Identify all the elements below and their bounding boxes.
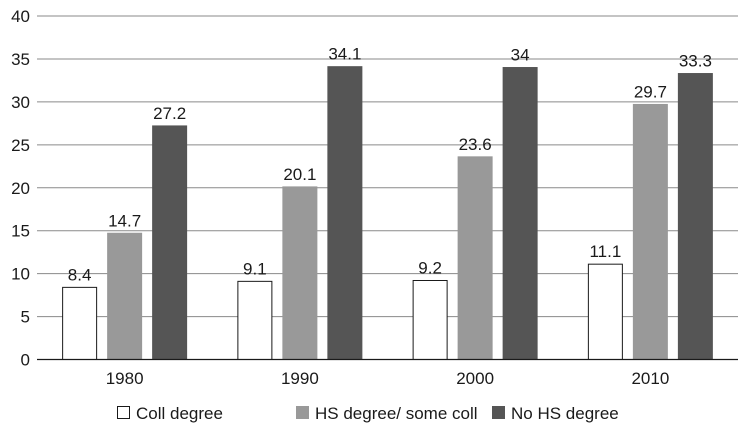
legend-label: No HS degree <box>511 404 619 423</box>
bar-1990-series-0 <box>237 280 273 361</box>
data-label: 20.1 <box>283 165 316 184</box>
x-tick-label: 1990 <box>281 369 319 388</box>
bar-1980-series-2 <box>152 125 188 360</box>
bar-2010-series-0 <box>587 263 623 360</box>
bar-1990-series-2 <box>327 66 363 360</box>
data-label: 34 <box>511 46 530 65</box>
bar-1980-series-0 <box>62 286 98 360</box>
x-tick-label: 2010 <box>631 369 669 388</box>
legend-label: HS degree/ some coll <box>315 404 478 423</box>
x-axis-tick-labels: 1980 1990 2000 2010 <box>106 369 670 388</box>
bar-2000-series-1 <box>457 156 493 360</box>
data-label: 9.1 <box>243 259 267 278</box>
y-tick-label: 40 <box>11 7 30 26</box>
data-label: 29.7 <box>634 82 667 101</box>
bar-1990-series-1 <box>282 186 318 360</box>
y-tick-label: 15 <box>11 222 30 241</box>
bar-1980-series-1 <box>107 232 143 360</box>
legend-swatch <box>296 406 309 419</box>
x-tick-label: 2000 <box>456 369 494 388</box>
data-label: 11.1 <box>589 242 621 261</box>
y-tick-label: 35 <box>11 50 30 69</box>
legend-label: Coll degree <box>136 404 223 423</box>
y-tick-label: 20 <box>11 179 30 198</box>
data-label: 14.7 <box>108 211 141 230</box>
bar-2010-series-2 <box>677 73 713 360</box>
data-label: 23.6 <box>459 135 492 154</box>
data-label: 9.2 <box>418 258 442 277</box>
x-tick-label: 1980 <box>106 369 144 388</box>
legend: Coll degree HS degree/ some coll No HS deg… <box>117 404 619 423</box>
bars <box>62 66 713 361</box>
legend-swatch <box>117 406 130 419</box>
data-label: 34.1 <box>328 45 361 64</box>
gridlines <box>37 15 738 318</box>
data-label: 27.2 <box>153 104 186 123</box>
bar-2000-series-2 <box>502 67 538 361</box>
y-tick-label: 5 <box>21 308 30 327</box>
legend-swatch <box>492 406 505 419</box>
data-labels: 8.4 14.7 27.2 9.1 20.1 34.1 9.2 23.6 34 11.1 29.7 3… <box>68 45 712 285</box>
y-tick-label: 0 <box>21 351 30 370</box>
data-label: 33.3 <box>679 52 712 71</box>
data-label: 8.4 <box>68 265 92 284</box>
bar-2000-series-0 <box>412 279 448 360</box>
y-tick-label: 10 <box>11 265 30 284</box>
bar-2010-series-1 <box>632 103 668 360</box>
y-axis-tick-labels: 0 5 10 15 20 25 30 35 40 <box>11 7 30 370</box>
y-tick-label: 30 <box>11 93 30 112</box>
y-tick-label: 25 <box>11 136 30 155</box>
